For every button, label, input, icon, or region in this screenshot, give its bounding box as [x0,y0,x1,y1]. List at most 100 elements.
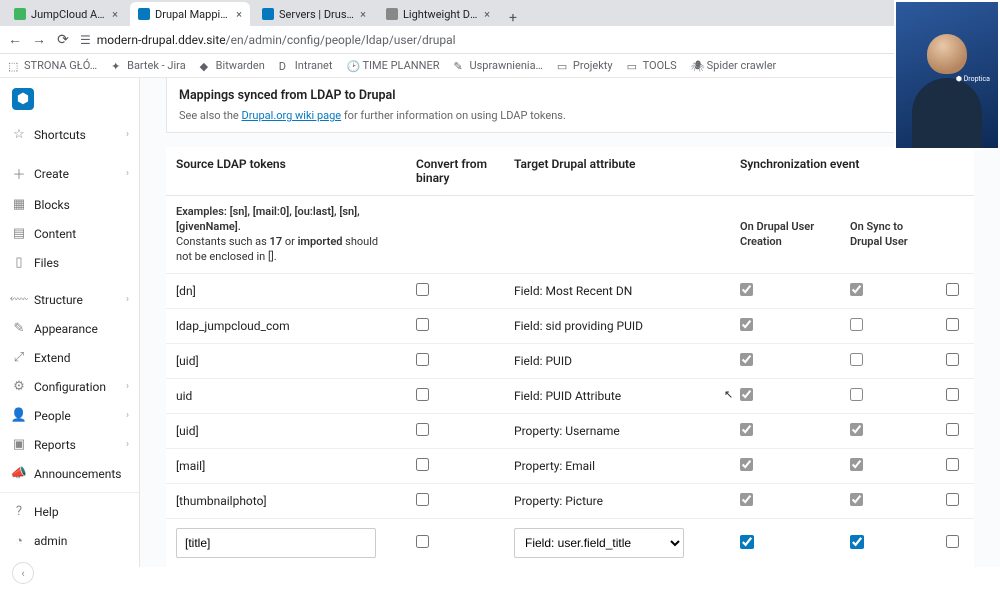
menu-icon: 📣 [12,466,26,481]
delete-checkbox[interactable] [946,493,959,506]
on-create-checkbox[interactable] [740,318,753,331]
bookmark-label: TIME PLANNER [362,59,439,72]
on-sync-checkbox[interactable] [850,535,864,549]
convert-checkbox[interactable] [416,353,429,366]
convert-checkbox[interactable] [416,458,429,471]
target-attribute: Field: PUID Attribute [504,379,730,414]
drupal-logo[interactable]: ⬢ [0,78,139,120]
delete-checkbox[interactable] [946,535,959,548]
sidebar-item-reports[interactable]: ▣Reports› [0,430,139,459]
bookmark-icon: ✦ [111,60,123,72]
tab-favicon-icon [386,8,398,20]
on-sync-checkbox[interactable] [850,458,863,471]
mappings-table: Source LDAP tokens Convert from binary T… [166,147,974,567]
convert-checkbox[interactable] [416,535,429,548]
on-create-checkbox[interactable] [740,535,754,549]
sidebar-item-configuration[interactable]: ⚙Configuration› [0,372,139,401]
sidebar-item-content[interactable]: ▤Content [0,219,139,248]
on-sync-checkbox[interactable] [850,318,863,331]
bookmark-item[interactable]: 🕑TIME PLANNER [346,59,439,72]
bookmark-item[interactable]: ✦Bartek - Jira [111,59,186,72]
browser-tab[interactable]: JumpCloud Admin Porta × [6,2,126,26]
bookmark-item[interactable]: ▭TOOLS [627,59,677,72]
delete-checkbox[interactable] [946,458,959,471]
sidebar-item-label: Content [34,227,76,241]
bookmark-item[interactable]: ⬚STRONA GŁÓ… [8,59,97,72]
menu-icon: ⬳ [12,292,26,307]
sidebar-item-people[interactable]: 👤People› [0,401,139,430]
convert-checkbox[interactable] [416,388,429,401]
sidebar-item-files[interactable]: ▯Files [0,248,139,277]
source-token: [mail] [166,449,406,484]
bookmark-item[interactable]: 🕷Spider crawler [691,59,777,72]
browser-tab[interactable]: Drupal Mappings | Drup× [130,2,250,26]
col-on-create: On Drupal User Creation [730,196,840,274]
wiki-link[interactable]: Drupal.org wiki page [241,109,341,122]
on-sync-checkbox[interactable] [850,388,863,401]
sidebar-item-extend[interactable]: ⤢Extend [0,343,139,372]
bookmark-label: STRONA GŁÓ… [24,59,97,72]
sidebar-item-label: Blocks [34,198,70,212]
on-create-checkbox[interactable] [740,353,753,366]
tab-close-icon[interactable]: × [484,8,490,21]
bookmark-item[interactable]: ✎Usprawnienia… [453,59,542,72]
tab-title: JumpCloud Admin Porta [31,8,107,21]
url-field[interactable]: ☰ modern-drupal.ddev.site/en/admin/confi… [80,33,888,47]
back-icon[interactable]: ← [8,31,22,48]
examples-text: Examples: [sn], [mail:0], [ou:last], [sn… [166,196,406,274]
bookmark-item[interactable]: ◆Bitwarden [200,59,265,72]
on-sync-checkbox[interactable] [850,493,863,506]
on-create-checkbox[interactable] [740,423,753,436]
sidebar-item-structure[interactable]: ⬳Structure› [0,285,139,314]
sidebar-item-announcements[interactable]: 📣Announcements [0,459,139,488]
bookmark-label: Intranet [295,59,333,72]
bookmark-icon: ✎ [453,60,465,72]
sidebar-item-label: People [34,409,71,423]
browser-tab[interactable]: Lightweight Directory A× [378,2,498,26]
tab-favicon-icon [14,8,26,20]
col-source: Source LDAP tokens [166,147,406,196]
sidebar-item-help[interactable]: ?Help [0,497,139,526]
chevron-right-icon: › [126,168,129,179]
menu-icon: ✎ [12,321,26,336]
sidebar-item-appearance[interactable]: ✎Appearance [0,314,139,343]
target-select[interactable]: Field: user.field_title [514,528,684,558]
sidebar-item-shortcuts[interactable]: ☆Shortcuts› [0,120,139,149]
url-host: modern-drupal.ddev.site [97,33,226,47]
tab-close-icon[interactable]: × [236,8,242,21]
bookmark-item[interactable]: DIntranet [279,59,333,72]
sidebar-item-admin[interactable]: ◔admin [0,526,139,556]
convert-checkbox[interactable] [416,423,429,436]
tab-close-icon[interactable]: × [112,8,118,21]
on-create-checkbox[interactable] [740,458,753,471]
forward-icon[interactable]: → [32,31,46,48]
on-sync-checkbox[interactable] [850,283,863,296]
on-sync-checkbox[interactable] [850,423,863,436]
convert-checkbox[interactable] [416,318,429,331]
bookmark-item[interactable]: ▭Projekty [557,59,613,72]
source-input[interactable] [176,528,376,558]
reload-icon[interactable]: ⟳ [56,32,70,48]
on-create-checkbox[interactable] [740,493,753,506]
delete-checkbox[interactable] [946,388,959,401]
chevron-right-icon: › [126,410,129,421]
chevron-right-icon: › [126,439,129,450]
sidebar-item-blocks[interactable]: ▦Blocks [0,190,139,219]
on-create-checkbox[interactable] [740,388,753,401]
convert-checkbox[interactable] [416,493,429,506]
convert-checkbox[interactable] [416,283,429,296]
on-create-checkbox[interactable] [740,283,753,296]
delete-checkbox[interactable] [946,353,959,366]
collapse-sidebar-icon[interactable]: ‹ [12,562,34,584]
tab-close-icon[interactable]: × [360,8,366,21]
delete-checkbox[interactable] [946,318,959,331]
on-sync-checkbox[interactable] [850,353,863,366]
delete-checkbox[interactable] [946,423,959,436]
browser-tab[interactable]: Servers | Drush Site-Inst× [254,2,374,26]
sidebar-item-create[interactable]: ＋Create› [0,157,139,190]
target-attribute: Field: Most Recent DN [504,274,730,309]
site-info-icon[interactable]: ☰ [80,33,91,47]
sidebar-item-label: Reports [34,438,76,452]
delete-checkbox[interactable] [946,283,959,296]
new-tab-button[interactable]: + [502,10,524,26]
